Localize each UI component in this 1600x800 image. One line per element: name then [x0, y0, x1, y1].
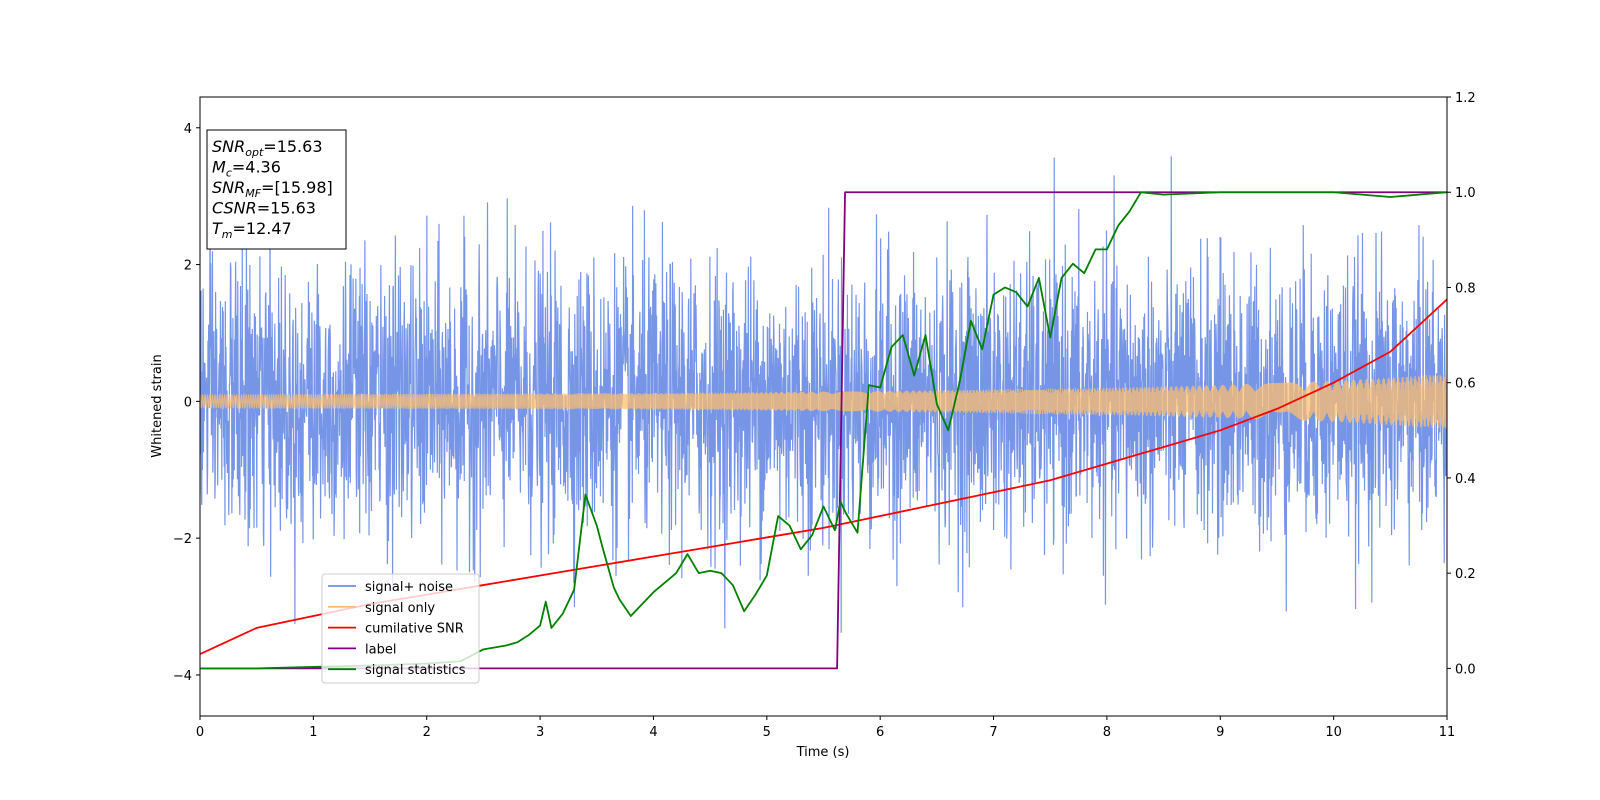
x-tick-label: 6 [876, 725, 884, 740]
annotation-line: Mc=4.36 [212, 158, 281, 180]
x-tick-label: 5 [763, 725, 771, 740]
x-tick-label: 9 [1216, 725, 1224, 740]
y-right-tick-label: 0.2 [1455, 567, 1476, 582]
y-right-tick-label: 0.0 [1455, 662, 1476, 677]
legend-signal-statistics: signal statistics [365, 663, 466, 678]
y-right-tick-label: 0.4 [1455, 472, 1476, 487]
y-axis-title: Whitened strain [150, 354, 165, 457]
x-tick-label: 10 [1325, 725, 1342, 740]
annotation-line: SNRopt=15.63 [212, 137, 323, 159]
x-tick-label: 11 [1439, 725, 1456, 740]
y-left-tick-label: 4 [184, 122, 192, 137]
x-tick-label: 2 [423, 725, 431, 740]
x-tick-label: 4 [649, 725, 657, 740]
legend-signal-only: signal only [365, 601, 435, 616]
y-axis-right: 1.2 1.0 0.8 0.6 0.4 0.2 0.0 [1447, 91, 1476, 677]
annotation-box: SNRopt=15.63Mc=4.36SNRMF=[15.98]CSNR=15.… [206, 129, 347, 250]
y-left-tick-label: −2 [173, 532, 192, 547]
x-tick-label: 8 [1103, 725, 1111, 740]
x-tick-label: 1 [309, 725, 317, 740]
y-right-tick-label: 1.0 [1455, 186, 1476, 201]
annotation-line: SNRMF=[15.98] [212, 178, 333, 200]
x-tick-label: 7 [989, 725, 997, 740]
x-axis: 0 1 2 3 4 5 6 7 8 9 10 11 [196, 716, 1455, 740]
x-axis-title: Time (s) [796, 745, 850, 760]
y-right-tick-label: 1.2 [1455, 91, 1476, 106]
x-tick-label: 3 [536, 725, 544, 740]
legend-cumulative-snr: cumilative SNR [365, 622, 464, 637]
plot-frame [199, 96, 1448, 717]
legend-label: label [365, 642, 396, 657]
legend-frame [321, 573, 480, 684]
y-axis-left: 4 2 0 −2 −4 [173, 122, 200, 684]
y-right-tick-label: 0.8 [1455, 281, 1476, 296]
y-right-tick-label: 0.6 [1455, 377, 1476, 392]
x-tick-label: 0 [196, 725, 204, 740]
series-signal-statistics [200, 191, 1447, 670]
series-signal-only [200, 374, 1447, 429]
annotation-frame [206, 129, 347, 250]
annotation-line: CSNR=15.63 [212, 199, 316, 218]
legend-signal-noise: signal+ noise [365, 580, 453, 595]
y-left-tick-label: 2 [184, 259, 192, 274]
y-left-tick-label: 0 [184, 395, 192, 410]
y-left-tick-label: −4 [173, 669, 192, 684]
legend: signal+ noise signal only cumilative SNR la… [321, 573, 480, 684]
annotation-line: Tm=12.47 [212, 219, 292, 241]
